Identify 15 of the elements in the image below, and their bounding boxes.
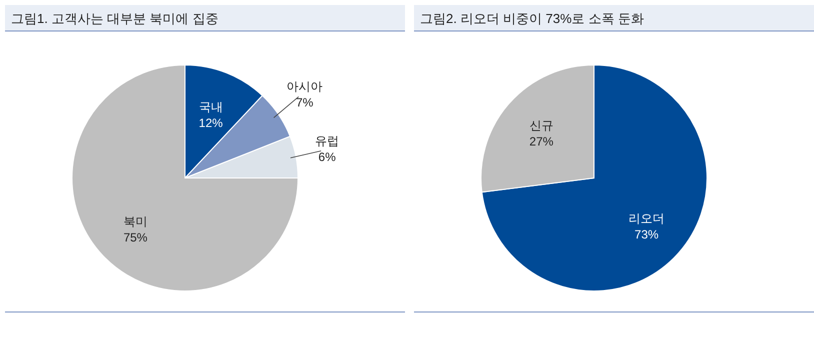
data-label: 73% — [634, 227, 659, 242]
slice-label: 신규 — [529, 118, 554, 133]
pie-slice — [481, 64, 708, 292]
slice-label: 북미 — [123, 214, 148, 229]
data-label: 27% — [529, 134, 554, 149]
slice-label: 리오더 — [628, 211, 665, 226]
data-label: 75% — [123, 230, 148, 245]
data-label: 6% — [318, 150, 336, 164]
slice-label: 국내 — [198, 100, 223, 114]
slice-label: 유럽 — [315, 134, 340, 148]
slice-label: 아시아 — [286, 80, 323, 94]
chart-title: 그림2. 리오더 비중이 73%로 소폭 둔화 — [420, 11, 644, 26]
chart-title: 그림1. 고객사는 대부분 북미에 집중 — [11, 11, 218, 26]
data-label: 12% — [198, 116, 224, 130]
data-label: 7% — [296, 96, 314, 110]
